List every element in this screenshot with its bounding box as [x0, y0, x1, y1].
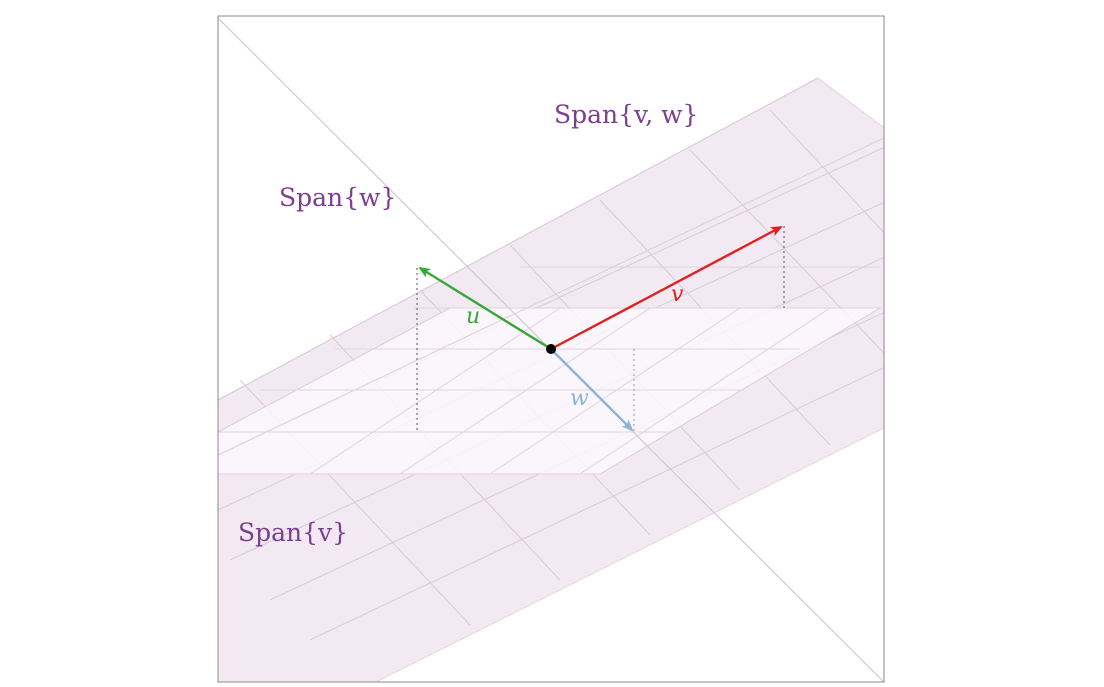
frame-border — [217, 15, 885, 683]
span-w-label: Span{w} — [279, 183, 396, 212]
vector-v-arrow — [550, 225, 783, 351]
origin-point — [546, 344, 556, 354]
span-v-label: Span{v} — [238, 518, 348, 547]
span-vw-label: Span{v, w} — [554, 100, 698, 129]
span-v-line — [218, 137, 884, 456]
ground-grid — [218, 266, 880, 475]
vector-w-arrow — [550, 348, 634, 432]
vector-v-label: v — [671, 282, 684, 307]
vector-u-label: u — [466, 304, 480, 329]
vector-u-arrow — [418, 266, 552, 351]
vector-w-label: w — [570, 386, 589, 411]
